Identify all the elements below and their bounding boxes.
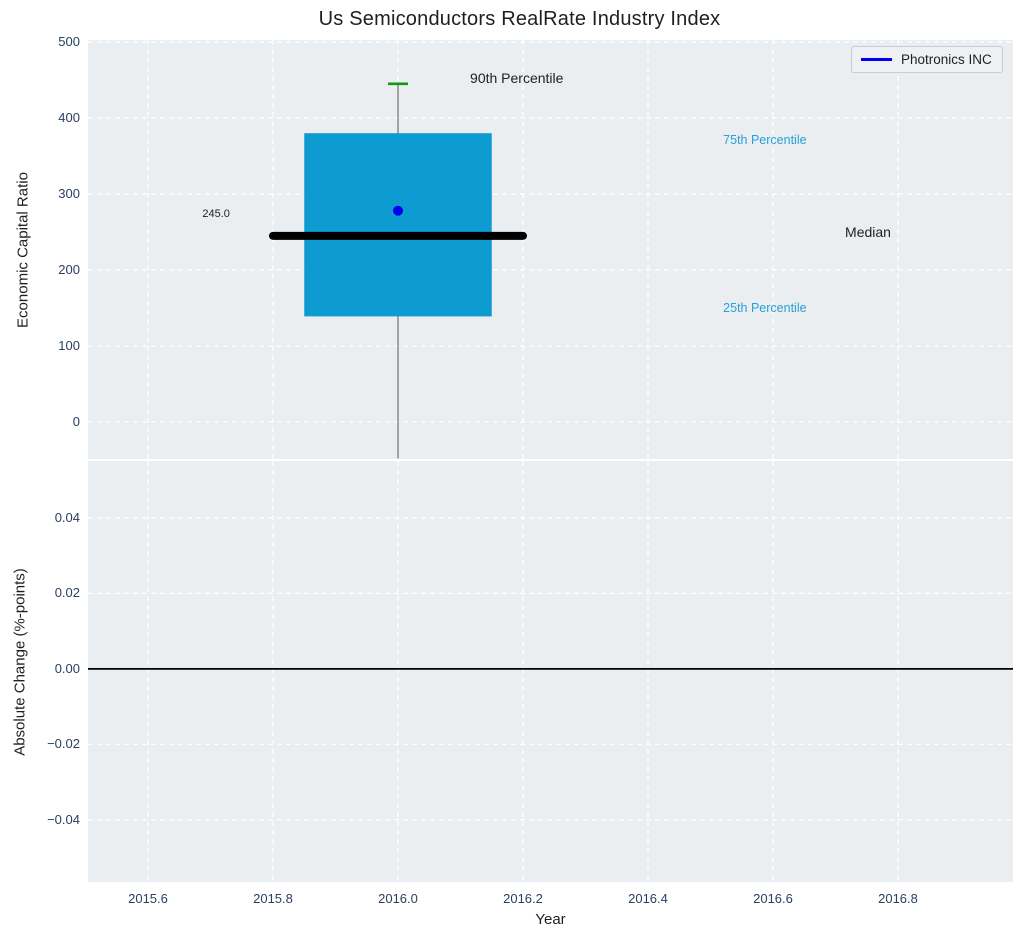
bottom-plot-background [88, 461, 1013, 882]
x-tick-label: 2016.2 [503, 891, 543, 906]
x-tick-label: 2016.8 [878, 891, 918, 906]
annotation-245-0: 245.0 [202, 207, 230, 220]
x-tick-label: 2016.0 [378, 891, 418, 906]
top-y-tick-label: 400 [58, 109, 80, 125]
x-tick-label: 2015.8 [253, 891, 293, 906]
top-y-tick-label: 500 [58, 33, 80, 49]
annotation-median: Median [845, 224, 891, 241]
legend-label: Photronics INC [901, 52, 992, 67]
mean-dot [393, 205, 403, 216]
x-tick-label: 2015.6 [128, 891, 168, 906]
x-tick-label: 2016.6 [753, 891, 793, 906]
chart-title: Us Semiconductors RealRate Industry Inde… [318, 8, 721, 30]
boxplot-box [304, 133, 492, 317]
x-axis-label: Year [535, 911, 566, 928]
top-plot-background [88, 40, 1013, 459]
annotation-90th-percentile: 90th Percentile [470, 69, 564, 86]
bottom-y-tick-label: 0.04 [54, 509, 80, 525]
annotation-75th-percentile: 75th Percentile [723, 133, 807, 148]
x-tick-label: 2016.4 [628, 891, 668, 906]
top-y-tick-label: 0 [72, 414, 80, 430]
bottom-y-tick-label: 0.02 [54, 585, 80, 601]
legend: Photronics INC [851, 46, 1003, 73]
annotation-25th-percentile: 25th Percentile [723, 301, 807, 316]
legend-line-icon [861, 58, 892, 61]
bottom-y-tick-label: −0.02 [47, 736, 80, 752]
top-y-tick-label: 100 [58, 338, 80, 354]
top-y-tick-label: 200 [58, 262, 80, 278]
bottom-y-axis-label: Absolute Change (%-points) [11, 568, 29, 756]
bottom-y-tick-label: −0.04 [47, 811, 80, 827]
top-y-tick-label: 300 [58, 186, 80, 201]
bottom-y-tick-label: 0.00 [54, 660, 80, 676]
